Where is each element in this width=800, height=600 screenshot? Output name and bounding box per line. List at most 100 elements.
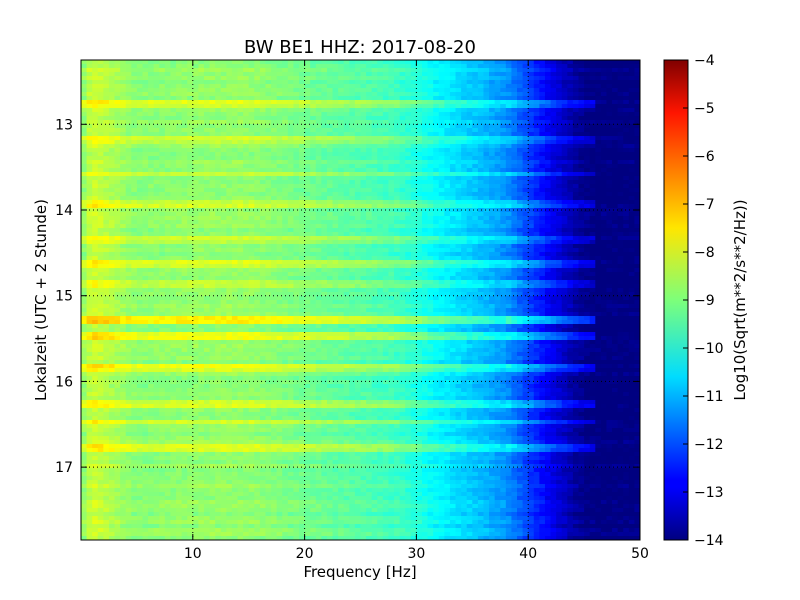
heatmap-cell <box>92 76 99 81</box>
heatmap-cell <box>349 232 356 237</box>
heatmap-cell <box>259 168 267 173</box>
heatmap-cell <box>142 60 149 65</box>
heatmap-cell <box>461 148 468 153</box>
heatmap-cell <box>86 64 93 69</box>
heatmap-cell <box>164 96 172 101</box>
heatmap-cell <box>617 80 624 85</box>
heatmap-cell <box>550 80 557 85</box>
heatmap-cell <box>416 248 423 253</box>
heatmap-cell <box>326 124 334 129</box>
heatmap-cell <box>243 116 250 121</box>
heatmap-cell <box>438 192 445 197</box>
heatmap-cell <box>326 152 334 157</box>
heatmap-cell <box>220 152 227 157</box>
heatmap-cell <box>589 224 596 229</box>
heatmap-cell <box>606 224 613 229</box>
heatmap-cell <box>578 244 585 249</box>
heatmap-cell <box>500 160 507 165</box>
heatmap-cell <box>544 124 552 129</box>
heatmap-cell <box>578 104 585 109</box>
heatmap-cell <box>97 232 104 237</box>
heatmap-cell <box>243 152 250 157</box>
heatmap-cell <box>483 140 490 145</box>
heatmap-cell <box>500 108 507 113</box>
heatmap-cell <box>192 204 199 209</box>
heatmap-cell <box>366 96 373 101</box>
heatmap-cell <box>433 100 440 105</box>
heatmap-cell <box>315 192 322 197</box>
heatmap-cell <box>416 164 423 169</box>
heatmap-cell <box>92 132 99 137</box>
heatmap-cell <box>623 156 630 161</box>
heatmap-cell <box>237 116 244 121</box>
heatmap-cell <box>539 72 546 77</box>
heatmap-cell <box>203 240 211 245</box>
heatmap-cell <box>449 100 457 105</box>
heatmap-cell <box>86 192 93 197</box>
heatmap-cell <box>466 160 473 165</box>
heatmap-cell <box>114 256 121 261</box>
heatmap-cell <box>399 168 406 173</box>
heatmap-cell <box>578 100 585 105</box>
heatmap-cell <box>505 132 513 137</box>
heatmap-cell <box>120 248 127 253</box>
heatmap-cell <box>539 228 546 233</box>
heatmap-cell <box>159 168 166 173</box>
heatmap-cell <box>528 208 535 213</box>
heatmap-cell <box>382 100 390 105</box>
heatmap-cell <box>226 76 233 81</box>
heatmap-cell <box>321 176 328 181</box>
heatmap-cell <box>192 100 199 105</box>
heatmap-cell <box>511 88 518 93</box>
heatmap-cell <box>103 232 110 237</box>
heatmap-cell <box>472 80 479 85</box>
heatmap-cell <box>550 128 557 133</box>
heatmap-cell <box>97 116 104 121</box>
heatmap-cell <box>388 92 395 97</box>
heatmap-cell <box>600 76 608 81</box>
heatmap-cell <box>572 256 580 261</box>
heatmap-cell <box>360 68 367 73</box>
heatmap-cell <box>528 220 535 225</box>
heatmap-cell <box>438 84 445 89</box>
heatmap-cell <box>187 228 194 233</box>
heatmap-cell <box>533 112 540 117</box>
heatmap-cell <box>382 176 390 181</box>
heatmap-cell <box>114 132 121 137</box>
heatmap-cell <box>299 100 306 105</box>
heatmap-cell <box>142 136 149 141</box>
heatmap-cell <box>332 236 339 241</box>
heatmap-cell <box>203 248 211 253</box>
heatmap-cell <box>494 176 501 181</box>
heatmap-cell <box>299 240 306 245</box>
heatmap-cell <box>299 84 306 89</box>
heatmap-cell <box>299 236 306 241</box>
heatmap-cell <box>539 112 546 117</box>
heatmap-cell <box>360 84 367 89</box>
heatmap-cell <box>517 140 524 145</box>
heatmap-cell <box>271 200 278 205</box>
heatmap-cell <box>438 156 445 161</box>
heatmap-cell <box>259 248 267 253</box>
heatmap-cell <box>164 84 172 89</box>
heatmap-cell <box>522 80 529 85</box>
heatmap-cell <box>142 232 149 237</box>
heatmap-cell <box>572 124 580 129</box>
heatmap-cell <box>153 136 160 141</box>
heatmap-cell <box>338 184 345 189</box>
heatmap-cell <box>176 208 183 213</box>
heatmap-cell <box>377 148 384 153</box>
heatmap-cell <box>578 212 585 217</box>
heatmap-cell <box>617 124 624 129</box>
heatmap-cell <box>606 236 613 241</box>
heatmap-cell <box>483 116 490 121</box>
heatmap-cell <box>287 180 295 185</box>
heatmap-cell <box>97 136 104 141</box>
heatmap-cell <box>634 88 640 93</box>
heatmap-cell <box>192 112 199 117</box>
heatmap-cell <box>81 112 88 117</box>
heatmap-cell <box>192 80 199 85</box>
heatmap-cell <box>338 240 345 245</box>
heatmap-cell <box>215 92 222 97</box>
heatmap-cell <box>338 200 345 205</box>
